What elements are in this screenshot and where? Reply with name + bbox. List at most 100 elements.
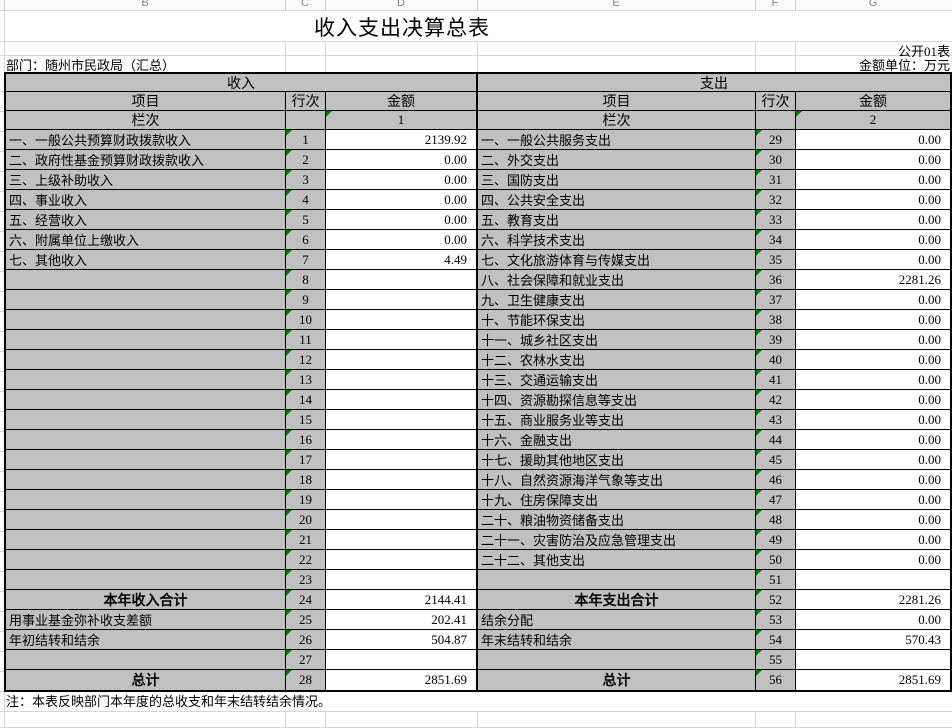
income-line-cell[interactable]: 16 [286, 430, 326, 450]
expense-index-label-cell[interactable]: 栏次 [478, 111, 756, 130]
expense-item-cell[interactable]: 三、国防支出 [478, 170, 756, 190]
expense-item-cell[interactable]: 十八、自然资源海洋气象等支出 [478, 470, 756, 490]
income-item-cell[interactable] [6, 470, 286, 490]
column-letter-g[interactable]: G [868, 0, 878, 9]
expense-line-cell[interactable]: 39 [756, 330, 796, 350]
expense-item-cell[interactable]: 二十一、灾害防治及应急管理支出 [478, 530, 756, 550]
income-index-empty-cell[interactable] [286, 111, 326, 130]
income-item-cell[interactable]: 本年收入合计 [6, 590, 286, 610]
expense-amount-cell[interactable]: 0.00 [796, 150, 950, 170]
expense-line-cell[interactable]: 52 [756, 590, 796, 610]
income-line-cell[interactable]: 28 [286, 670, 326, 690]
income-line-cell[interactable]: 10 [286, 310, 326, 330]
expense-line-cell[interactable]: 45 [756, 450, 796, 470]
expense-item-cell[interactable]: 十二、农林水支出 [478, 350, 756, 370]
expense-amount-cell[interactable]: 2281.26 [796, 270, 950, 290]
expense-item-cell[interactable]: 十七、援助其他地区支出 [478, 450, 756, 470]
expense-section-header[interactable]: 支出 [478, 74, 950, 92]
income-item-cell[interactable]: 一、一般公共预算财政拨款收入 [6, 130, 286, 150]
income-item-cell[interactable] [6, 370, 286, 390]
expense-item-cell[interactable]: 十六、金融支出 [478, 430, 756, 450]
income-amount-cell[interactable] [326, 470, 478, 490]
expense-line-cell[interactable]: 42 [756, 390, 796, 410]
income-amount-cell[interactable] [326, 330, 478, 350]
income-line-cell[interactable]: 22 [286, 550, 326, 570]
department-label[interactable]: 部门：随州市民政局（汇总） [6, 58, 176, 73]
expense-line-cell[interactable]: 31 [756, 170, 796, 190]
expense-item-cell[interactable]: 四、公共安全支出 [478, 190, 756, 210]
table-code-label[interactable]: 公开01表 [897, 44, 950, 59]
expense-line-cell[interactable]: 41 [756, 370, 796, 390]
income-amount-cell[interactable] [326, 530, 478, 550]
income-item-cell[interactable] [6, 270, 286, 290]
income-line-cell[interactable]: 4 [286, 190, 326, 210]
income-line-cell[interactable]: 24 [286, 590, 326, 610]
expense-line-cell[interactable]: 47 [756, 490, 796, 510]
income-line-cell[interactable]: 21 [286, 530, 326, 550]
income-item-column-header[interactable]: 项目 [6, 92, 286, 111]
expense-amount-cell[interactable]: 0.00 [796, 190, 950, 210]
income-amount-cell[interactable] [326, 310, 478, 330]
expense-item-cell[interactable]: 五、教育支出 [478, 210, 756, 230]
expense-line-cell[interactable]: 33 [756, 210, 796, 230]
income-amount-cell[interactable]: 202.41 [326, 610, 478, 630]
expense-item-cell[interactable]: 总计 [478, 670, 756, 690]
income-line-cell[interactable]: 12 [286, 350, 326, 370]
income-line-cell[interactable]: 23 [286, 570, 326, 590]
expense-amount-cell[interactable]: 2851.69 [796, 670, 950, 690]
income-item-cell[interactable] [6, 430, 286, 450]
expense-amount-cell[interactable]: 0.00 [796, 210, 950, 230]
income-line-cell[interactable]: 2 [286, 150, 326, 170]
expense-amount-cell[interactable]: 0.00 [796, 290, 950, 310]
expense-item-cell[interactable]: 十、节能环保支出 [478, 310, 756, 330]
expense-item-cell[interactable]: 二十、粮油物资储备支出 [478, 510, 756, 530]
income-amount-cell[interactable] [326, 510, 478, 530]
income-amount-cell[interactable]: 0.00 [326, 150, 478, 170]
expense-amount-cell[interactable]: 2281.26 [796, 590, 950, 610]
expense-amount-cell[interactable]: 0.00 [796, 490, 950, 510]
expense-item-cell[interactable]: 二、外交支出 [478, 150, 756, 170]
income-line-cell[interactable]: 6 [286, 230, 326, 250]
expense-amount-cell[interactable]: 0.00 [796, 430, 950, 450]
income-amount-column-header[interactable]: 金额 [326, 92, 478, 111]
income-line-cell[interactable]: 8 [286, 270, 326, 290]
column-letter-c[interactable]: C [301, 0, 309, 9]
expense-amount-cell[interactable]: 0.00 [796, 330, 950, 350]
income-item-cell[interactable]: 用事业基金弥补收支差额 [6, 610, 286, 630]
expense-line-cell[interactable]: 29 [756, 130, 796, 150]
expense-amount-cell[interactable]: 0.00 [796, 170, 950, 190]
income-amount-cell[interactable]: 4.49 [326, 250, 478, 270]
expense-line-cell[interactable]: 53 [756, 610, 796, 630]
expense-amount-cell[interactable]: 0.00 [796, 510, 950, 530]
income-amount-cell[interactable]: 2851.69 [326, 670, 478, 690]
expense-item-cell[interactable]: 十九、住房保障支出 [478, 490, 756, 510]
income-amount-cell[interactable]: 0.00 [326, 170, 478, 190]
expense-line-cell[interactable]: 43 [756, 410, 796, 430]
income-line-cell[interactable]: 1 [286, 130, 326, 150]
expense-line-cell[interactable]: 55 [756, 650, 796, 670]
income-item-cell[interactable] [6, 490, 286, 510]
income-item-cell[interactable]: 三、上级补助收入 [6, 170, 286, 190]
income-line-cell[interactable]: 15 [286, 410, 326, 430]
expense-line-cell[interactable]: 32 [756, 190, 796, 210]
income-item-cell[interactable]: 二、政府性基金预算财政拨款收入 [6, 150, 286, 170]
expense-amount-cell[interactable]: 0.00 [796, 550, 950, 570]
expense-amount-cell[interactable]: 0.00 [796, 530, 950, 550]
expense-line-column-header[interactable]: 行次 [756, 92, 796, 111]
column-letter-f[interactable]: F [771, 0, 779, 9]
income-item-cell[interactable] [6, 550, 286, 570]
expense-amount-cell[interactable]: 0.00 [796, 130, 950, 150]
column-letter-d[interactable]: D [397, 0, 405, 9]
income-line-cell[interactable]: 19 [286, 490, 326, 510]
column-letter-b[interactable]: B [141, 0, 149, 9]
expense-line-cell[interactable]: 49 [756, 530, 796, 550]
expense-amount-cell[interactable] [796, 650, 950, 670]
expense-amount-cell[interactable]: 0.00 [796, 470, 950, 490]
income-amount-cell[interactable] [326, 350, 478, 370]
income-line-cell[interactable]: 13 [286, 370, 326, 390]
income-amount-cell[interactable] [326, 410, 478, 430]
expense-item-cell[interactable]: 一、一般公共服务支出 [478, 130, 756, 150]
expense-item-cell[interactable]: 二十二、其他支出 [478, 550, 756, 570]
income-line-cell[interactable]: 14 [286, 390, 326, 410]
income-item-cell[interactable]: 四、事业收入 [6, 190, 286, 210]
